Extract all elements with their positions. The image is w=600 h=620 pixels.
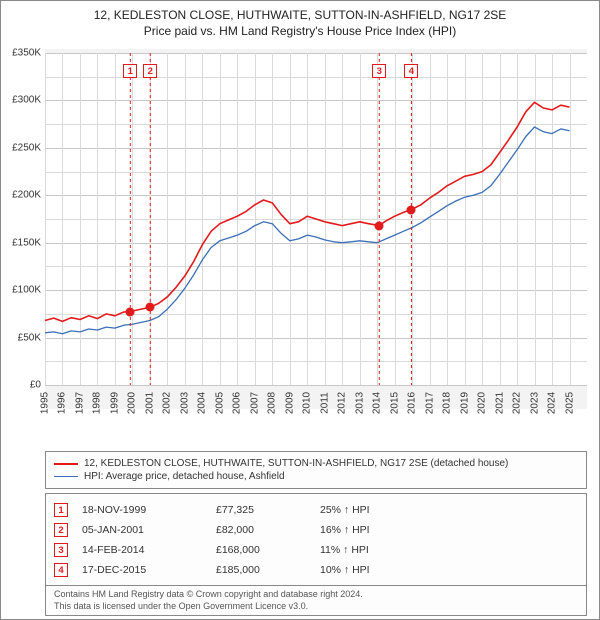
- callout-box: 4: [404, 64, 418, 78]
- x-tick-label: 2018: [442, 389, 453, 417]
- transaction-pct: 11% ↑ HPI: [320, 544, 400, 556]
- x-tick-label: 2017: [424, 389, 435, 417]
- x-tick-label: 2022: [512, 389, 523, 417]
- x-tick-label: 2019: [459, 389, 470, 417]
- transaction-callout: 2: [54, 523, 68, 537]
- x-tick-label: 2024: [547, 389, 558, 417]
- legend: 12, KEDLESTON CLOSE, HUTHWAITE, SUTTON-I…: [45, 451, 587, 489]
- y-tick-label: £50K: [3, 332, 41, 343]
- transaction-price: £77,325: [216, 504, 306, 516]
- transaction-callout: 4: [54, 563, 68, 577]
- transaction-price: £82,000: [216, 524, 306, 536]
- x-tick-label: 2006: [232, 389, 243, 417]
- x-tick-label: 2015: [389, 389, 400, 417]
- y-tick-label: £300K: [3, 95, 41, 106]
- series-hpi: [45, 127, 570, 334]
- callout-box: 3: [372, 64, 386, 78]
- chart-container: 12, KEDLESTON CLOSE, HUTHWAITE, SUTTON-I…: [0, 0, 600, 620]
- chart-title: 12, KEDLESTON CLOSE, HUTHWAITE, SUTTON-I…: [1, 1, 599, 39]
- transaction-row: 3 14-FEB-2014 £168,000 11% ↑ HPI: [54, 540, 578, 560]
- callout-box: 1: [123, 64, 137, 78]
- y-tick-label: £100K: [3, 285, 41, 296]
- transaction-marker: [126, 307, 135, 316]
- x-tick-label: 2001: [144, 389, 155, 417]
- transaction-callout: 3: [54, 543, 68, 557]
- footer: Contains HM Land Registry data © Crown c…: [45, 585, 587, 616]
- y-tick-label: £0: [3, 380, 41, 391]
- transactions-table: 1 18-NOV-1999 £77,325 25% ↑ HPI 2 05-JAN-2001…: [45, 493, 587, 587]
- transaction-callout: 1: [54, 503, 68, 517]
- x-tick-label: 1999: [109, 389, 120, 417]
- transaction-pct: 16% ↑ HPI: [320, 524, 400, 536]
- x-tick-label: 1997: [74, 389, 85, 417]
- transaction-price: £185,000: [216, 564, 306, 576]
- x-tick-label: 2025: [564, 389, 575, 417]
- x-tick-label: 2004: [197, 389, 208, 417]
- callout-box: 2: [143, 64, 157, 78]
- series-price_paid: [45, 102, 570, 321]
- legend-item: HPI: Average price, detached house, Ashf…: [54, 470, 578, 483]
- x-tick-label: 2021: [494, 389, 505, 417]
- x-tick-label: 1995: [40, 389, 51, 417]
- y-tick-label: £350K: [3, 48, 41, 59]
- x-tick-label: 2002: [162, 389, 173, 417]
- transaction-pct: 25% ↑ HPI: [320, 504, 400, 516]
- x-tick-label: 2003: [179, 389, 190, 417]
- transaction-row: 2 05-JAN-2001 £82,000 16% ↑ HPI: [54, 520, 578, 540]
- x-tick-label: 2007: [249, 389, 260, 417]
- transaction-row: 4 17-DEC-2015 £185,000 10% ↑ HPI: [54, 560, 578, 580]
- transaction-row: 1 18-NOV-1999 £77,325 25% ↑ HPI: [54, 500, 578, 520]
- legend-label: 12, KEDLESTON CLOSE, HUTHWAITE, SUTTON-I…: [84, 458, 508, 469]
- x-tick-label: 2014: [372, 389, 383, 417]
- x-tick-label: 2000: [127, 389, 138, 417]
- y-tick-label: £150K: [3, 237, 41, 248]
- x-tick-label: 2010: [302, 389, 313, 417]
- legend-swatch: [54, 463, 78, 465]
- transaction-date: 18-NOV-1999: [82, 504, 202, 516]
- x-tick-label: 2011: [319, 389, 330, 417]
- legend-label: HPI: Average price, detached house, Ashf…: [84, 471, 285, 482]
- x-tick-label: 2009: [284, 389, 295, 417]
- x-tick-label: 2005: [214, 389, 225, 417]
- x-tick-label: 2013: [354, 389, 365, 417]
- x-tick-label: 2023: [529, 389, 540, 417]
- transaction-marker: [146, 303, 155, 312]
- footer-line-1: Contains HM Land Registry data © Crown c…: [54, 589, 578, 601]
- x-tick-label: 1996: [57, 389, 68, 417]
- title-line-1: 12, KEDLESTON CLOSE, HUTHWAITE, SUTTON-I…: [1, 7, 599, 23]
- transaction-pct: 10% ↑ HPI: [320, 564, 400, 576]
- x-tick-label: 2012: [337, 389, 348, 417]
- chart-plot-area: £0£50K£100K£150K£200K£250K£300K£350K1995…: [45, 49, 587, 409]
- transaction-marker: [407, 205, 416, 214]
- title-line-2: Price paid vs. HM Land Registry's House …: [1, 23, 599, 39]
- x-tick-label: 2020: [477, 389, 488, 417]
- legend-swatch: [54, 476, 78, 477]
- transaction-price: £168,000: [216, 544, 306, 556]
- x-tick-label: 1998: [92, 389, 103, 417]
- y-tick-label: £250K: [3, 142, 41, 153]
- footer-line-2: This data is licensed under the Open Gov…: [54, 601, 578, 613]
- transaction-date: 14-FEB-2014: [82, 544, 202, 556]
- transaction-date: 17-DEC-2015: [82, 564, 202, 576]
- transaction-marker: [375, 221, 384, 230]
- transaction-date: 05-JAN-2001: [82, 524, 202, 536]
- legend-item: 12, KEDLESTON CLOSE, HUTHWAITE, SUTTON-I…: [54, 457, 578, 470]
- x-tick-label: 2016: [407, 389, 418, 417]
- chart-svg: [45, 49, 587, 409]
- y-tick-label: £200K: [3, 190, 41, 201]
- x-tick-label: 2008: [267, 389, 278, 417]
